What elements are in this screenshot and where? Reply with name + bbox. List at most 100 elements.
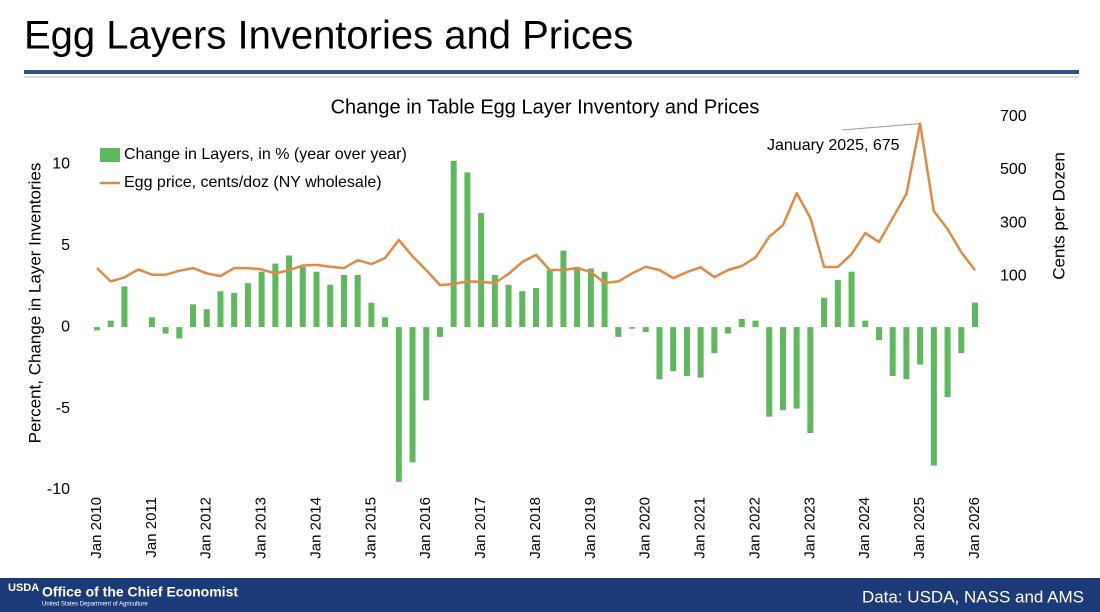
footer-source: Data: USDA, NASS and AMS — [862, 587, 1084, 606]
x-tick-label: Jan 2012 — [198, 497, 215, 559]
x-tick-label: Jan 2021 — [692, 497, 709, 559]
bar — [436, 327, 443, 337]
bar — [903, 327, 910, 380]
bar — [601, 271, 608, 328]
bar — [917, 327, 924, 365]
bar — [725, 327, 732, 334]
x-tick-label: Jan 2019 — [582, 497, 599, 559]
bar — [587, 268, 594, 328]
bar — [889, 327, 896, 376]
bar — [875, 327, 882, 341]
bar — [972, 302, 978, 328]
y2-tick-label: 500 — [1000, 161, 1027, 178]
bar — [231, 292, 238, 328]
bar — [395, 327, 402, 482]
bar — [354, 274, 361, 328]
x-tick-label: Jan 2016 — [417, 497, 434, 559]
bar — [670, 327, 677, 372]
bar — [821, 297, 828, 328]
y-tick-label: 10 — [52, 155, 70, 172]
bar — [642, 327, 649, 333]
bar — [340, 274, 347, 328]
bar — [491, 274, 498, 328]
x-tick-label: Jan 2022 — [746, 497, 763, 559]
bar — [107, 320, 114, 328]
x-tick-label: Jan 2017 — [472, 497, 489, 559]
bar — [574, 266, 581, 328]
bar — [423, 327, 430, 401]
bar — [848, 271, 855, 328]
bar — [752, 320, 759, 328]
bar — [958, 327, 965, 354]
footer-logo: USDA — [8, 582, 39, 594]
bar — [944, 327, 951, 398]
footer-bar — [0, 578, 1100, 612]
bar — [834, 279, 841, 328]
bar — [176, 327, 183, 339]
bar — [930, 327, 937, 466]
bar — [190, 304, 197, 328]
bar — [793, 327, 800, 409]
x-tick-label: Jan 2018 — [527, 497, 544, 559]
bar — [94, 327, 100, 331]
x-tick-label: Jan 2020 — [637, 497, 654, 559]
bar — [286, 255, 293, 328]
bar — [615, 327, 622, 337]
bar — [629, 327, 636, 329]
bar — [766, 327, 773, 417]
bar — [711, 327, 718, 354]
bar — [272, 263, 279, 328]
x-tick-label: Jan 2014 — [307, 497, 324, 559]
bar — [258, 271, 265, 328]
x-tick-label: Jan 2015 — [362, 497, 379, 559]
x-tick-label: Jan 2011 — [143, 497, 160, 558]
bar — [121, 286, 128, 328]
footer-office: Office of the Chief Economist — [42, 584, 238, 600]
y2-axis-label: Cents per Dozen — [1049, 152, 1068, 280]
y2-tick-label: 100 — [1000, 267, 1027, 284]
price-line — [96, 122, 976, 287]
bar — [148, 317, 155, 328]
bar — [244, 283, 251, 328]
x-tick-label: Jan 2013 — [253, 497, 270, 559]
legend-swatch — [100, 148, 120, 162]
annotation: January 2025, 675 — [767, 137, 900, 154]
legend-label: Change in Layers, in % (year over year) — [124, 146, 407, 163]
x-tick-label: Jan 2010 — [88, 497, 105, 559]
x-tick-label: Jan 2023 — [801, 497, 818, 559]
bar — [203, 309, 210, 328]
bar — [656, 327, 663, 380]
bar — [313, 271, 320, 328]
bar — [546, 270, 553, 328]
bar — [478, 213, 485, 328]
y-tick-label: 5 — [61, 237, 70, 254]
bar — [464, 172, 471, 328]
y-axis-label: Percent, Change in Layer Inventories — [25, 163, 44, 444]
x-tick-label: Jan 2026 — [966, 497, 983, 559]
bar — [450, 160, 457, 328]
chart-title: Change in Table Egg Layer Inventory and … — [331, 96, 760, 118]
y-tick-label: -10 — [47, 481, 70, 498]
annotation-leader — [841, 123, 921, 131]
bar — [299, 266, 306, 328]
bar — [560, 250, 567, 328]
footer-department: United States Department of Agriculture — [42, 602, 148, 608]
x-tick-label: Jan 2024 — [856, 497, 873, 559]
y2-tick-label: 300 — [1000, 214, 1027, 231]
y2-tick-label: 700 — [1000, 108, 1027, 125]
bar — [382, 317, 389, 328]
bar — [738, 318, 745, 328]
bar — [409, 327, 416, 463]
y-tick-label: -5 — [56, 400, 70, 417]
bar — [779, 327, 786, 411]
bar — [533, 288, 539, 328]
bar — [683, 327, 690, 376]
bar — [162, 327, 169, 334]
slide-title: Egg Layers Inventories and Prices — [24, 14, 633, 58]
bar — [807, 327, 814, 433]
x-tick-label: Jan 2025 — [911, 497, 928, 559]
bar — [368, 302, 375, 328]
bar — [327, 284, 334, 328]
